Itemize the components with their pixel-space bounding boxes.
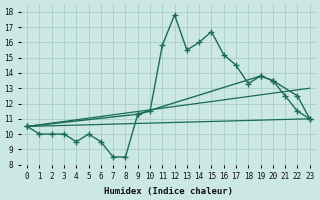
X-axis label: Humidex (Indice chaleur): Humidex (Indice chaleur) (104, 187, 233, 196)
